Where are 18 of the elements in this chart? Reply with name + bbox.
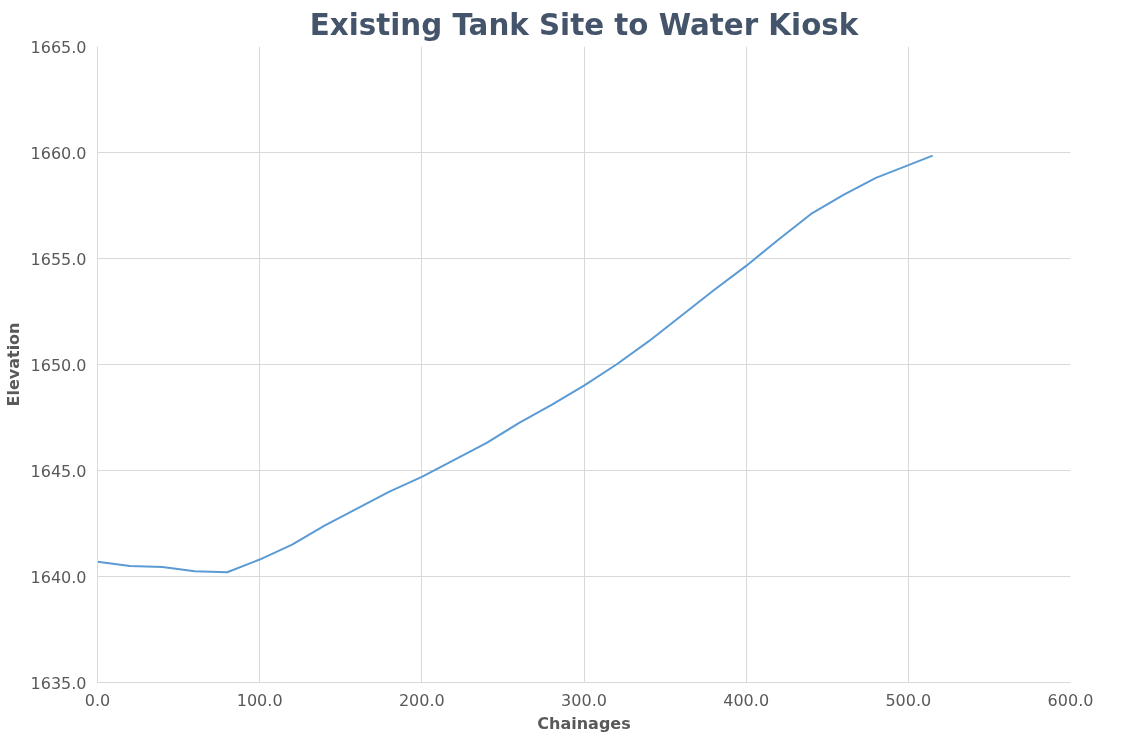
y-tick-label: 1650.0 <box>30 355 87 375</box>
x-tick-label: 300.0 <box>561 690 607 710</box>
line-series <box>97 154 934 574</box>
y-tick-label: 1645.0 <box>30 461 87 481</box>
y-tick-label: 1655.0 <box>30 249 87 269</box>
x-tick-label: 200.0 <box>398 690 445 710</box>
chart-title: Existing Tank Site to Water Kiosk <box>309 7 860 42</box>
y-tick-label: 1660.0 <box>30 143 87 163</box>
y-tick-label: 1640.0 <box>30 567 87 587</box>
y-tick-label: 1665.0 <box>30 37 87 57</box>
y-axis-title: Elevation <box>3 322 23 407</box>
x-axis-title: Chainages <box>537 713 631 733</box>
x-tick-label: 400.0 <box>723 690 770 710</box>
x-tick-label: 600.0 <box>1047 690 1094 710</box>
x-tick-label: 100.0 <box>236 690 283 710</box>
y-tick-label: 1635.0 <box>30 673 87 693</box>
x-tick-label: 0.0 <box>84 690 111 710</box>
x-tick-label: 500.0 <box>885 690 932 710</box>
